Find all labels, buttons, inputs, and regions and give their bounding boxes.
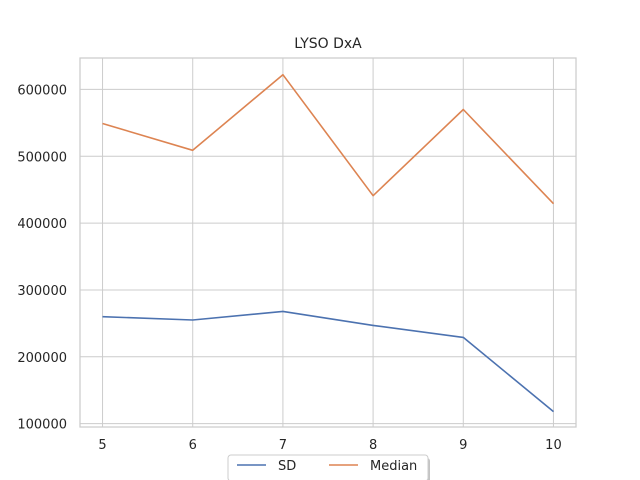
y-tick-label: 400000 xyxy=(17,217,67,232)
legend-label-median: Median xyxy=(370,459,417,474)
series-line-sd xyxy=(102,310,555,413)
x-tick-label: 9 xyxy=(459,438,467,453)
legend[interactable]: SD Median xyxy=(227,454,430,480)
y-tick-label: 100000 xyxy=(17,418,67,433)
x-tick-label: 8 xyxy=(369,438,377,453)
x-tick-label: 6 xyxy=(189,438,197,453)
y-tick-label: 200000 xyxy=(17,351,67,366)
chart-title: LYSO DxA xyxy=(294,36,362,52)
y-tick-labels: 100000 200000 300000 400000 500000 600000 xyxy=(17,83,67,432)
y-tick-label: 500000 xyxy=(17,150,67,165)
y-tick-label: 300000 xyxy=(17,284,67,299)
x-tick-label: 5 xyxy=(98,438,106,453)
series-line-median xyxy=(102,73,555,205)
x-tick-label: 7 xyxy=(279,438,287,453)
x-tick-labels: 5 6 7 8 9 10 xyxy=(98,438,561,453)
x-tick-label: 10 xyxy=(545,438,562,453)
legend-box xyxy=(227,454,429,480)
series-lines xyxy=(102,73,555,413)
y-tick-label: 600000 xyxy=(17,83,67,98)
grid-lines xyxy=(80,58,576,427)
legend-label-sd: SD xyxy=(278,459,296,474)
plot-frame xyxy=(79,57,577,428)
